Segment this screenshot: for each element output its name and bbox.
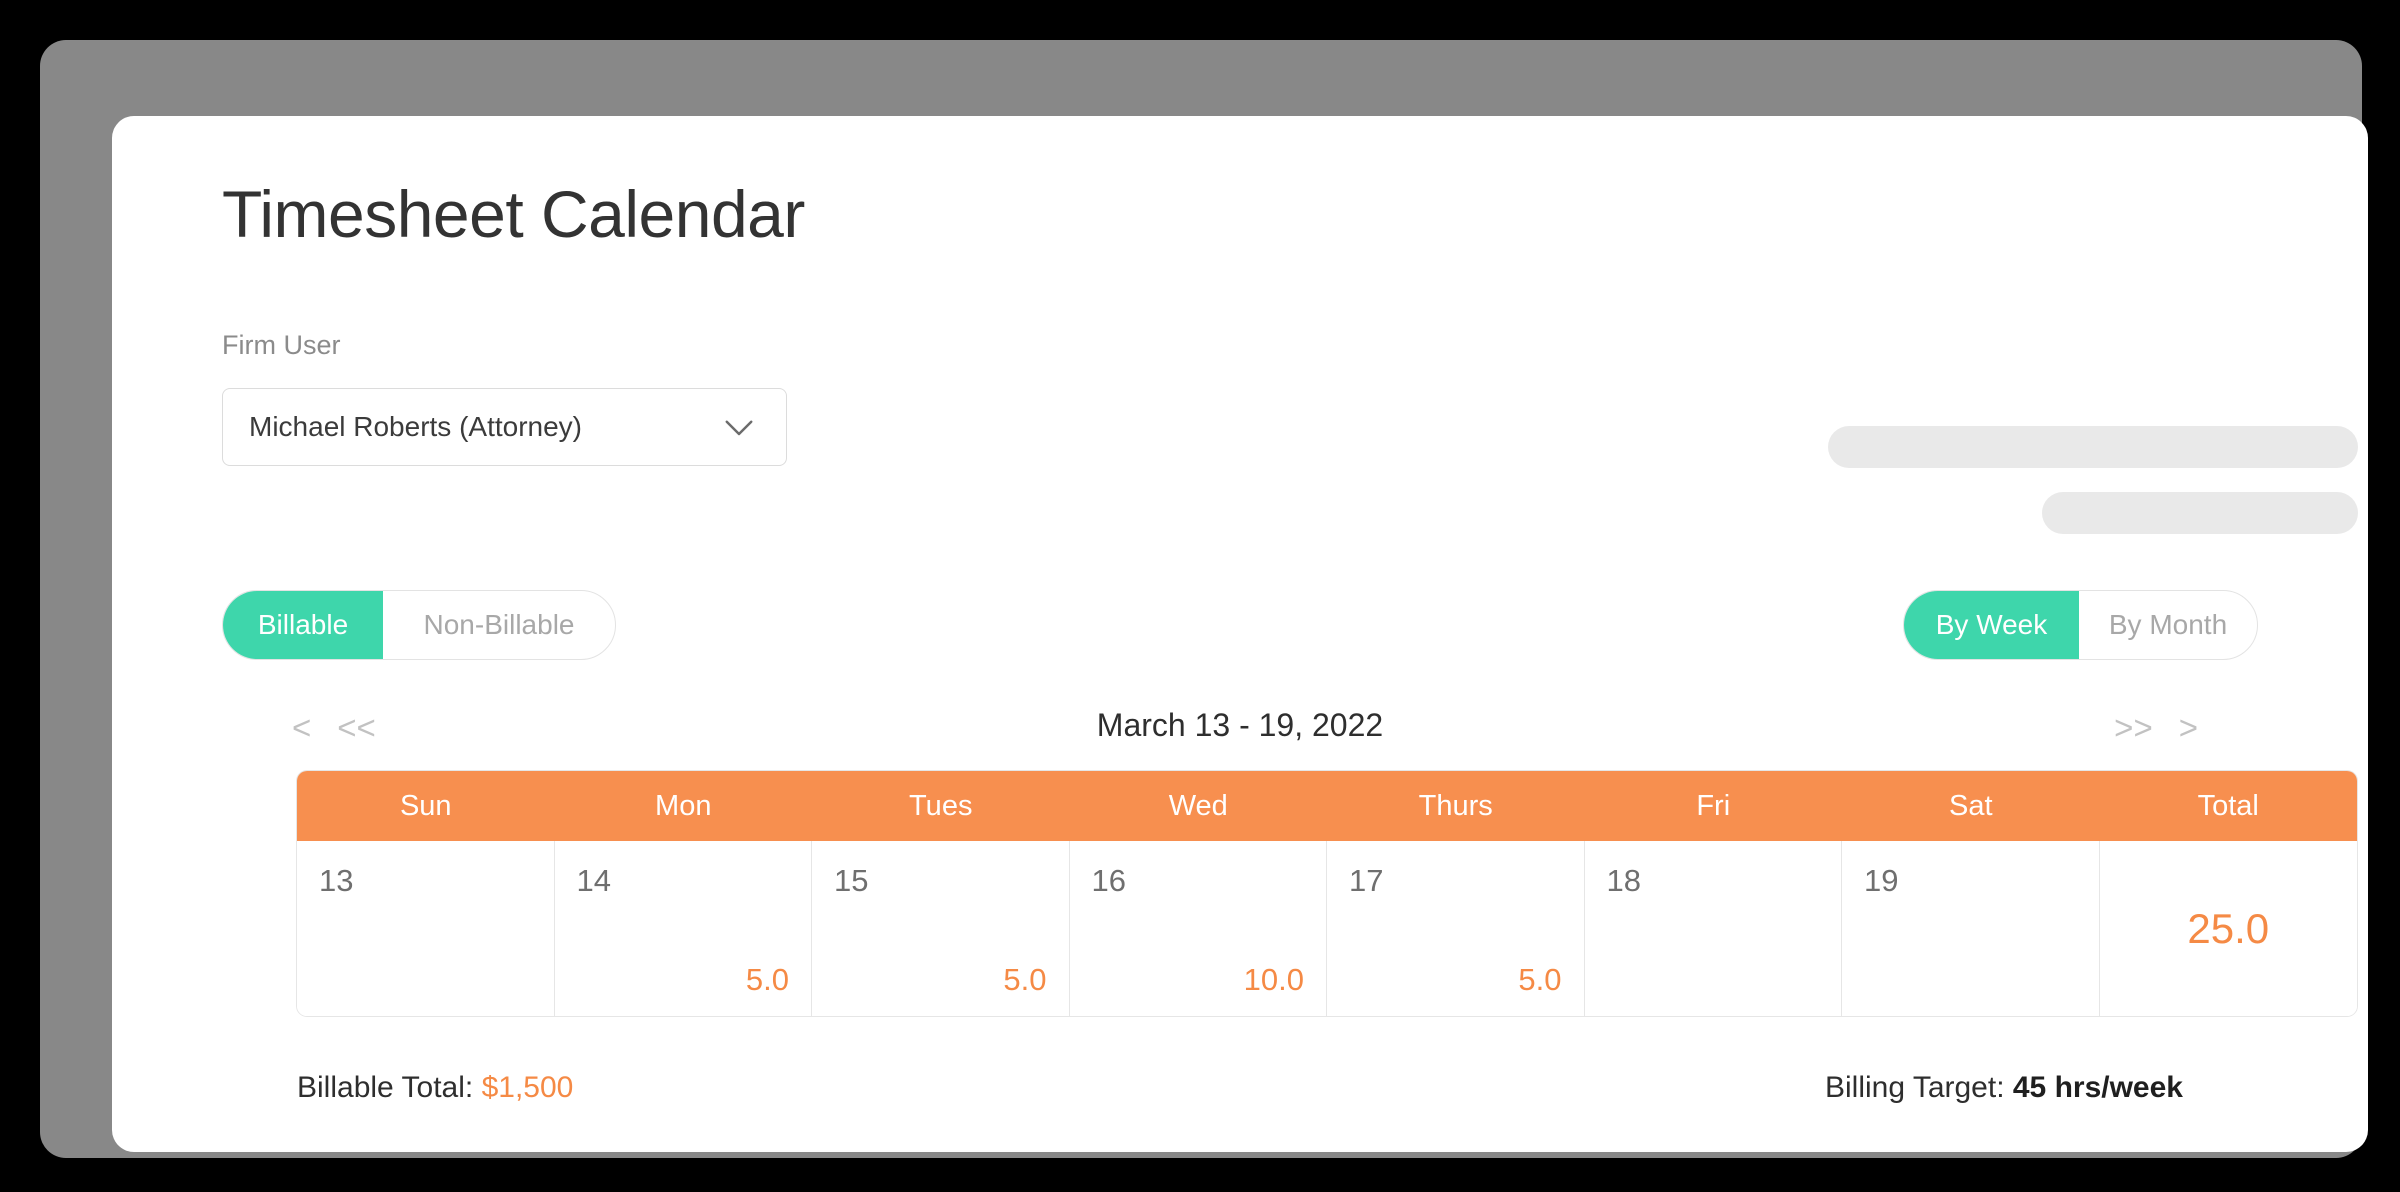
toggle-by-week[interactable]: By Week — [1904, 591, 2079, 659]
column-header-sun: Sun — [297, 771, 555, 841]
billable-total-label: Billable Total: — [297, 1071, 474, 1104]
date-range-label: March 13 - 19, 2022 — [1096, 707, 1384, 743]
day-hours: 10.0 — [1243, 962, 1304, 997]
toggle-billable[interactable]: Billable — [223, 591, 383, 659]
timesheet-calendar-table: Sun Mon Tues Wed Thurs Fri Sat Total 13 — [297, 771, 2357, 1016]
calendar-body: 13 14 5.0 15 5.0 16 10. — [297, 841, 2357, 1016]
calendar-footer: Billable Total: $1,500 Billing Target: 4… — [297, 1071, 2183, 1117]
prev-single-button[interactable]: < — [292, 708, 312, 746]
day-cell-thurs[interactable]: 17 5.0 — [1327, 841, 1585, 1016]
placeholder-bar-top — [1828, 426, 2358, 468]
day-cell-sun[interactable]: 13 — [297, 841, 555, 1016]
billable-toggle-group[interactable]: Billable Non-Billable — [222, 590, 616, 660]
column-header-sat: Sat — [1842, 771, 2100, 841]
prev-double-button[interactable]: << — [337, 708, 376, 746]
column-header-wed: Wed — [1069, 771, 1327, 841]
firm-user-select[interactable]: Michael Roberts (Attorney) — [222, 388, 787, 466]
next-single-button[interactable]: > — [2178, 708, 2198, 746]
day-hours: 5.0 — [745, 962, 789, 997]
device-frame: Timesheet Calendar Firm User Michael Rob… — [40, 40, 2368, 1158]
billing-target-label: Billing Target: — [1824, 1071, 2005, 1104]
day-number: 17 — [1349, 863, 1384, 898]
day-cell-tues[interactable]: 15 5.0 — [812, 841, 1070, 1016]
date-nav-right-arrows: >> > — [2114, 701, 2198, 753]
date-nav-left-arrows: < << — [292, 701, 376, 753]
day-cell-sat[interactable]: 19 — [1842, 841, 2100, 1016]
toggle-by-month[interactable]: By Month — [2079, 591, 2257, 659]
date-navigation: < << March 13 - 19, 2022 >> > — [222, 701, 2258, 753]
day-number: 19 — [1864, 863, 1899, 898]
firm-user-selected-value: Michael Roberts (Attorney) — [249, 411, 583, 442]
day-cell-mon[interactable]: 14 5.0 — [554, 841, 812, 1016]
week-total-value: 25.0 — [2187, 904, 2270, 952]
column-header-mon: Mon — [554, 771, 812, 841]
day-cell-fri[interactable]: 18 — [1584, 841, 1842, 1016]
billing-target-value: 45 hrs/week — [2012, 1071, 2183, 1104]
day-number: 14 — [576, 863, 611, 898]
range-toggle-group[interactable]: By Week By Month — [1903, 590, 2258, 660]
day-hours: 5.0 — [1003, 962, 1047, 997]
card-content: Timesheet Calendar Firm User Michael Rob… — [112, 116, 2368, 1152]
next-double-button[interactable]: >> — [2114, 708, 2153, 746]
page-title: Timesheet Calendar — [222, 177, 805, 251]
week-total-cell: 25.0 — [2099, 841, 2357, 1016]
timesheet-card: Timesheet Calendar Firm User Michael Rob… — [112, 116, 2368, 1152]
placeholder-bar-bottom — [2042, 492, 2358, 534]
column-header-total: Total — [2099, 771, 2357, 841]
day-number: 16 — [1091, 863, 1126, 898]
firm-user-label: Firm User — [222, 330, 341, 360]
day-hours: 5.0 — [1518, 962, 1562, 997]
billable-total: Billable Total: $1,500 — [297, 1071, 573, 1105]
day-number: 15 — [834, 863, 869, 898]
chevron-down-icon — [725, 420, 753, 436]
day-number: 13 — [319, 863, 354, 898]
column-header-tues: Tues — [812, 771, 1070, 841]
billing-target: Billing Target: 45 hrs/week — [1825, 1071, 2183, 1105]
billable-total-value: $1,500 — [481, 1071, 574, 1104]
calendar-week-row: 13 14 5.0 15 5.0 16 10. — [297, 841, 2357, 1016]
day-number: 18 — [1606, 863, 1641, 898]
day-cell-wed[interactable]: 16 10.0 — [1069, 841, 1327, 1016]
calendar-header: Sun Mon Tues Wed Thurs Fri Sat Total — [297, 771, 2357, 841]
toggle-non-billable[interactable]: Non-Billable — [383, 591, 615, 659]
column-header-fri: Fri — [1584, 771, 1842, 841]
column-header-thurs: Thurs — [1327, 771, 1585, 841]
calendar-header-row: Sun Mon Tues Wed Thurs Fri Sat Total — [297, 771, 2357, 841]
